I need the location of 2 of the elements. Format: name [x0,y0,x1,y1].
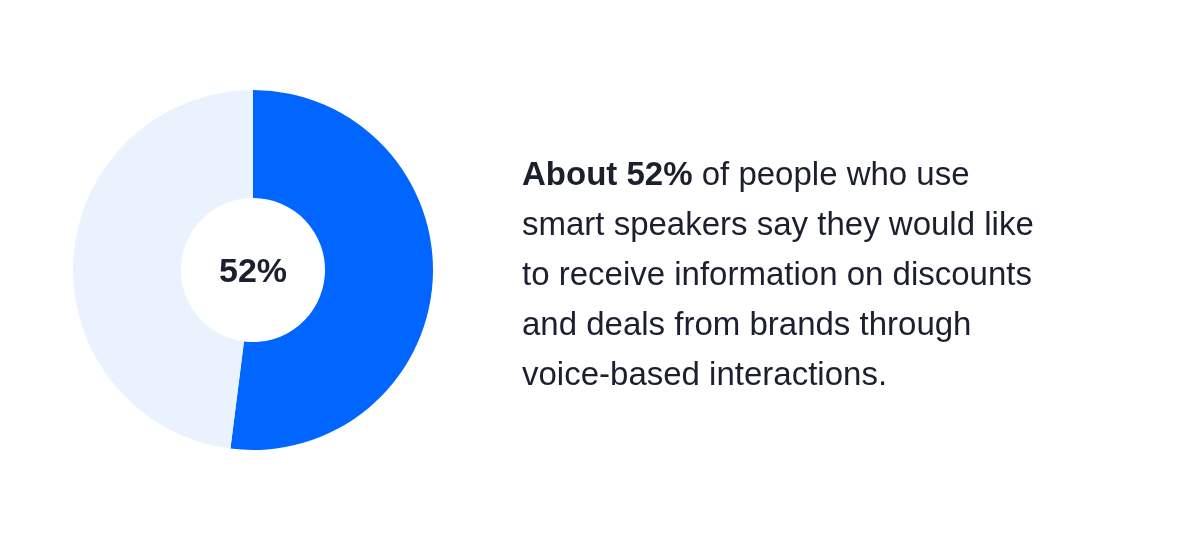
text: 52% [218,251,288,289]
text: About 52% of people who use smart speakers say they would like to receive information on discounts and deals from brands through voice-based interactions. [522,155,1034,392]
